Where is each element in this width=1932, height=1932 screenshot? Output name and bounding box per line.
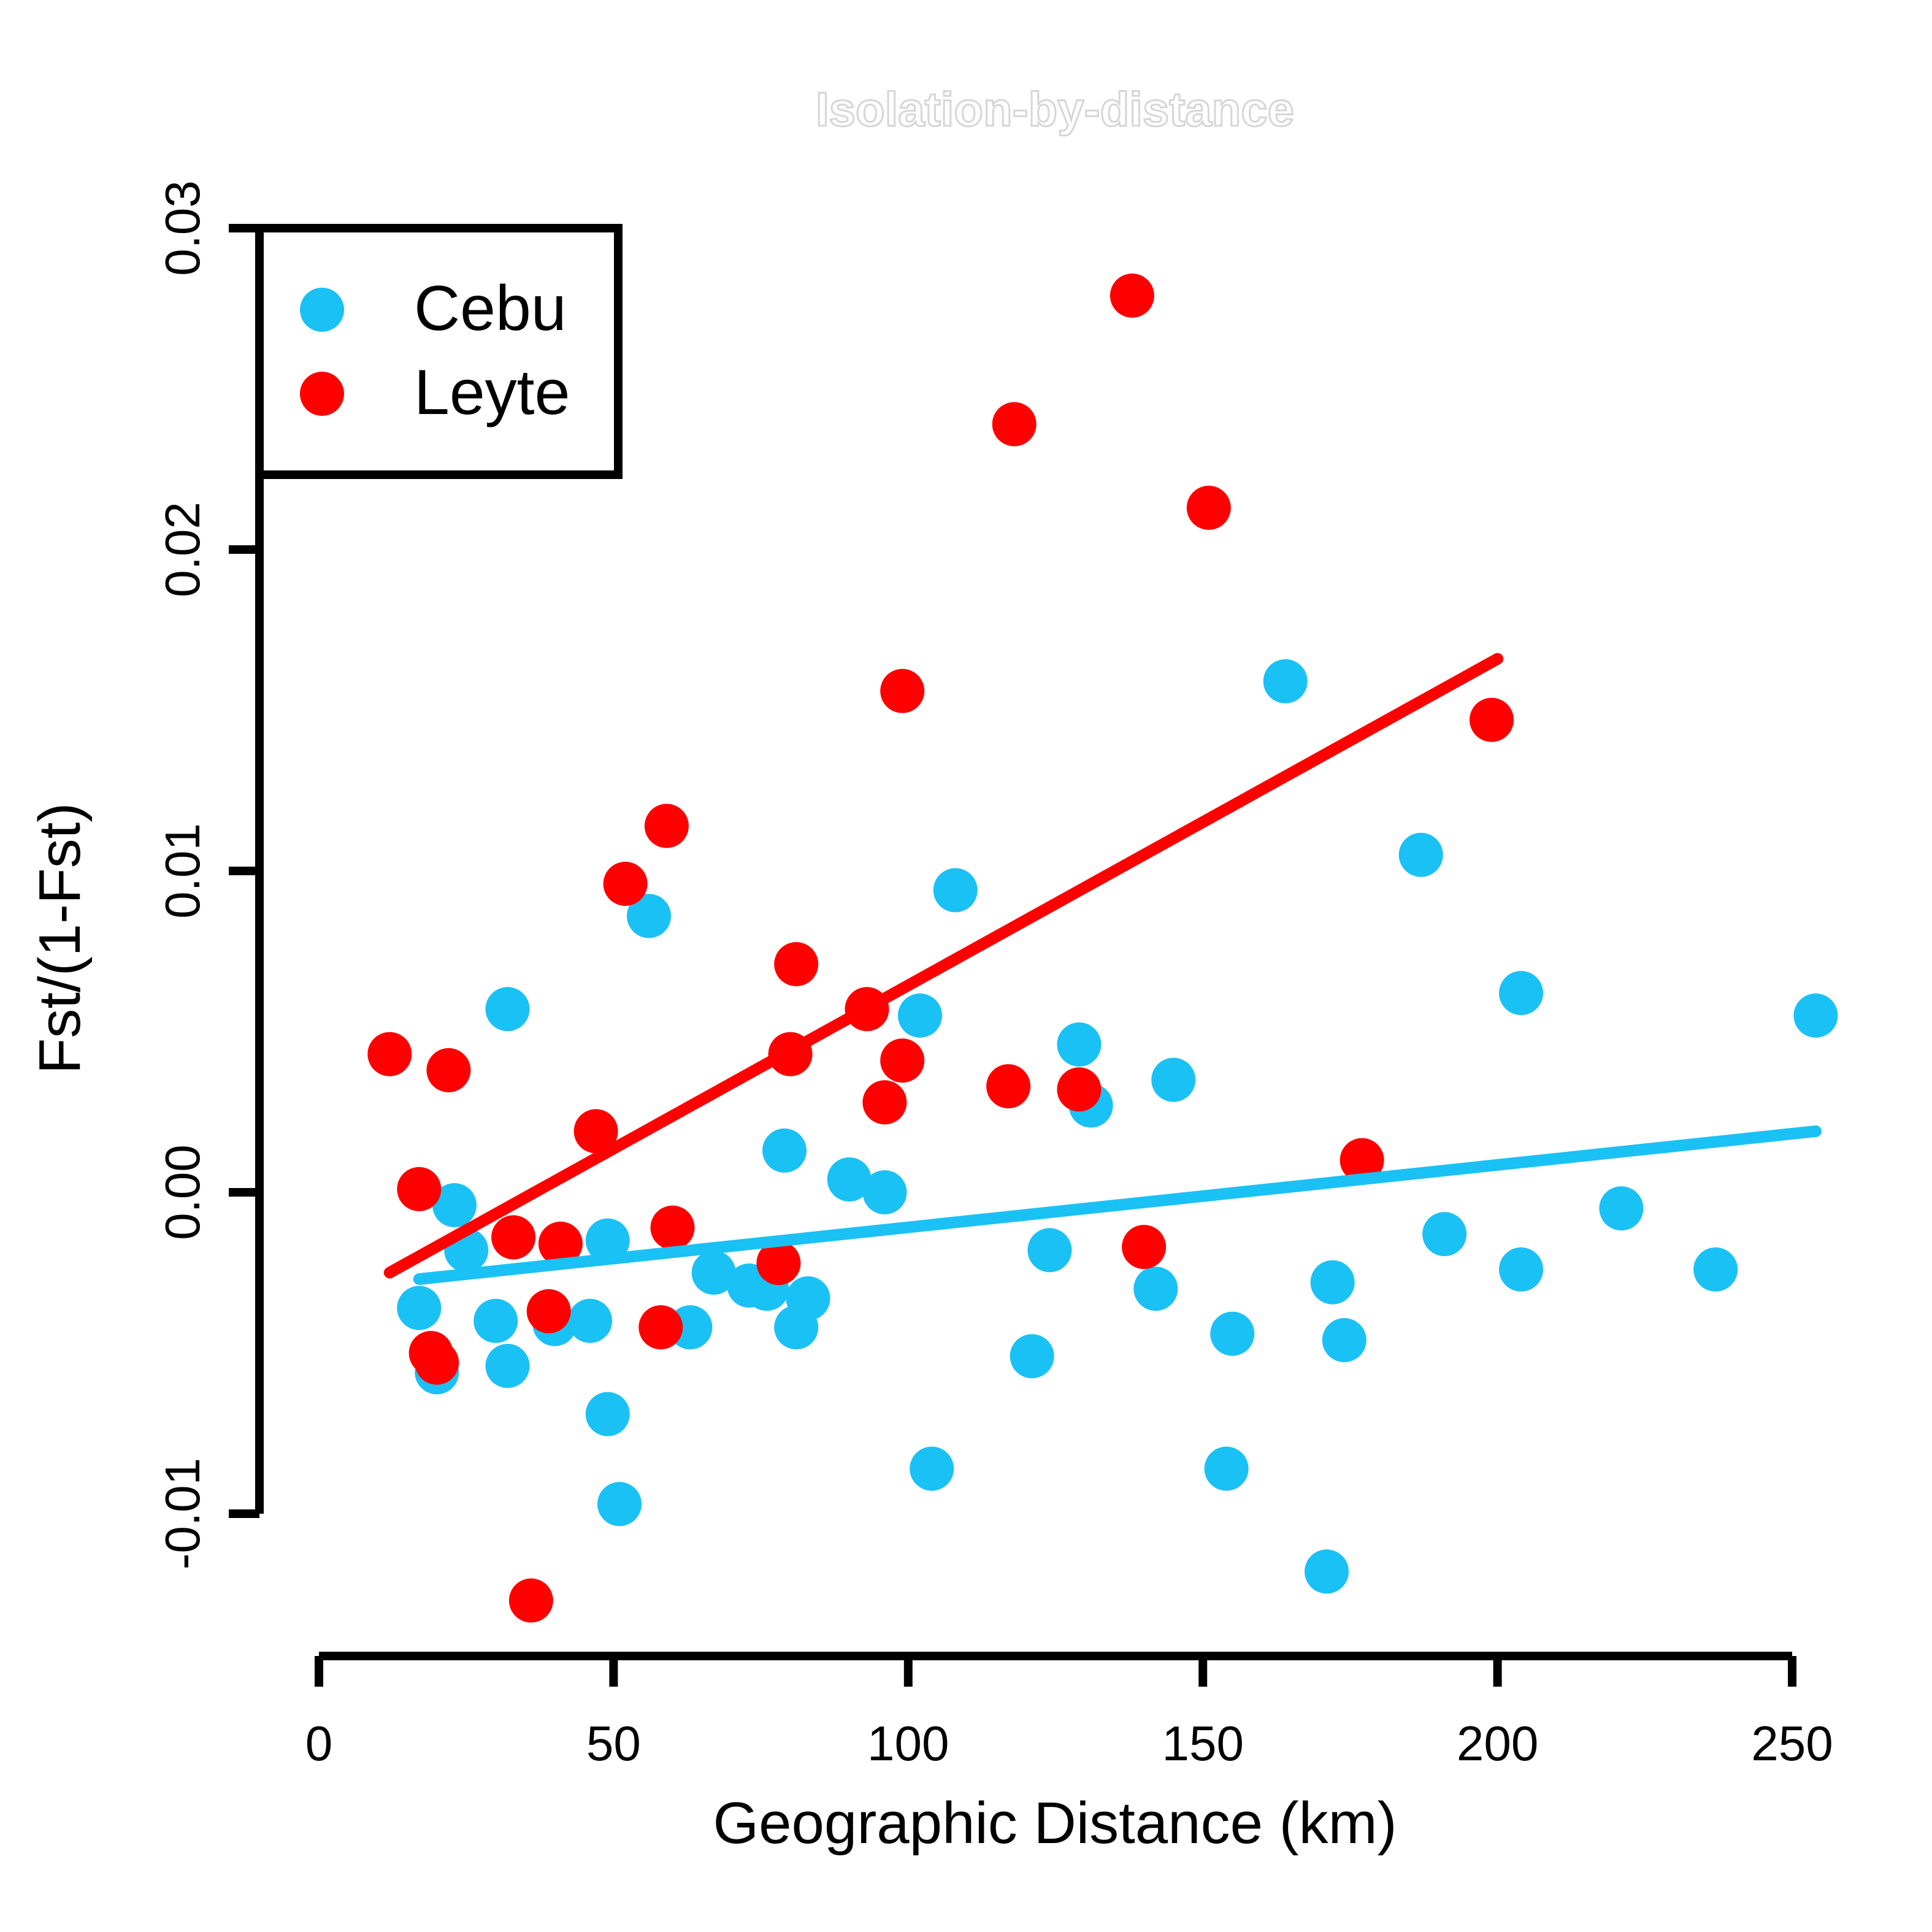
y-tick-label: -0.01 (155, 1458, 210, 1570)
y-tick-label: 0.02 (155, 502, 210, 597)
data-point-cebu (1499, 971, 1543, 1016)
data-point-leyte (491, 1215, 536, 1260)
data-point-cebu (827, 1157, 872, 1202)
x-tick-label: 150 (1162, 1716, 1243, 1771)
data-point-cebu (485, 987, 530, 1032)
data-point-cebu (397, 1286, 442, 1330)
data-point-cebu (910, 1446, 954, 1491)
data-point-cebu (568, 1298, 612, 1343)
x-tick-label: 0 (305, 1716, 333, 1771)
data-point-leyte (1470, 697, 1514, 742)
data-point-cebu (1322, 1318, 1367, 1362)
data-point-leyte (397, 1167, 442, 1211)
trend-lines-layer (383, 653, 1822, 1285)
data-point-cebu (691, 1251, 736, 1295)
x-axis: 0 50 100 150 200 250 (305, 1652, 1833, 1771)
trend-line-leyte (383, 653, 1504, 1279)
chart-title: Isolation-by-distance (816, 82, 1294, 136)
data-point-cebu (1398, 832, 1443, 877)
data-point-cebu (1204, 1446, 1249, 1491)
data-point-leyte (650, 1205, 695, 1250)
y-tick-label: 0.03 (155, 180, 210, 276)
data-point-cebu (1057, 1022, 1102, 1067)
data-point-leyte (1122, 1225, 1167, 1270)
legend: Cebu Leyte (255, 224, 623, 479)
data-point-cebu (585, 1218, 630, 1263)
data-point-cebu (585, 1392, 630, 1436)
legend-label-leyte: Leyte (414, 357, 570, 428)
data-point-cebu (597, 1482, 642, 1527)
data-point-leyte (415, 1340, 459, 1385)
data-point-cebu (1422, 1212, 1467, 1257)
data-point-cebu (1305, 1549, 1349, 1594)
data-point-leyte (526, 1289, 571, 1333)
series-leyte (367, 274, 1514, 1623)
data-point-cebu (1133, 1267, 1178, 1311)
legend-label-cebu: Cebu (414, 273, 567, 344)
x-tick-label: 200 (1457, 1716, 1538, 1771)
data-point-cebu (485, 1344, 530, 1388)
data-point-cebu (1210, 1311, 1255, 1356)
points-layer (367, 274, 1838, 1623)
data-point-leyte (1110, 274, 1154, 318)
data-point-cebu (1263, 659, 1308, 703)
y-tick-label: 0.01 (155, 823, 210, 919)
legend-box (255, 224, 623, 479)
data-point-cebu (898, 993, 942, 1038)
data-point-leyte (1340, 1138, 1384, 1183)
legend-marker-cebu (300, 288, 344, 332)
data-point-leyte (880, 669, 925, 713)
data-point-cebu (786, 1276, 830, 1321)
data-point-leyte (603, 862, 648, 906)
data-point-leyte (1186, 485, 1231, 530)
trend-line-cebu (413, 1125, 1822, 1285)
data-point-leyte (880, 1038, 925, 1083)
data-point-leyte (1057, 1067, 1102, 1112)
data-point-cebu (1027, 1228, 1072, 1273)
data-point-leyte (756, 1241, 801, 1286)
data-point-leyte (638, 1305, 683, 1350)
data-point-cebu (1151, 1057, 1196, 1102)
plot-area (367, 274, 1838, 1623)
data-point-leyte (538, 1221, 583, 1266)
data-point-cebu (1499, 1247, 1543, 1292)
data-point-leyte (986, 1064, 1031, 1109)
data-point-cebu (762, 1128, 807, 1173)
x-axis-title: Geographic Distance (km) (713, 1790, 1397, 1856)
data-point-cebu (627, 894, 671, 938)
data-point-cebu (1793, 993, 1838, 1038)
data-point-cebu (1010, 1334, 1054, 1379)
data-point-cebu (933, 868, 978, 913)
data-point-leyte (774, 942, 819, 986)
data-point-leyte (573, 1109, 618, 1154)
data-point-cebu (432, 1183, 477, 1227)
y-axis-title: Fst/(1-Fst) (27, 803, 93, 1075)
legend-marker-leyte (300, 372, 344, 416)
data-point-leyte (862, 1080, 907, 1125)
data-point-leyte (426, 1048, 471, 1092)
data-point-leyte (644, 803, 689, 848)
data-point-cebu (862, 1170, 907, 1214)
x-tick-label: 50 (586, 1716, 641, 1771)
data-point-leyte (367, 1032, 412, 1076)
y-tick-label: 0.00 (155, 1144, 210, 1240)
data-point-leyte (992, 402, 1037, 447)
x-tick-label: 250 (1751, 1716, 1833, 1771)
data-point-cebu (473, 1298, 518, 1343)
x-tick-label: 100 (867, 1716, 949, 1771)
data-point-cebu (1310, 1260, 1355, 1305)
data-point-cebu (1693, 1247, 1738, 1292)
data-point-cebu (1599, 1186, 1644, 1231)
data-point-leyte (508, 1578, 553, 1623)
